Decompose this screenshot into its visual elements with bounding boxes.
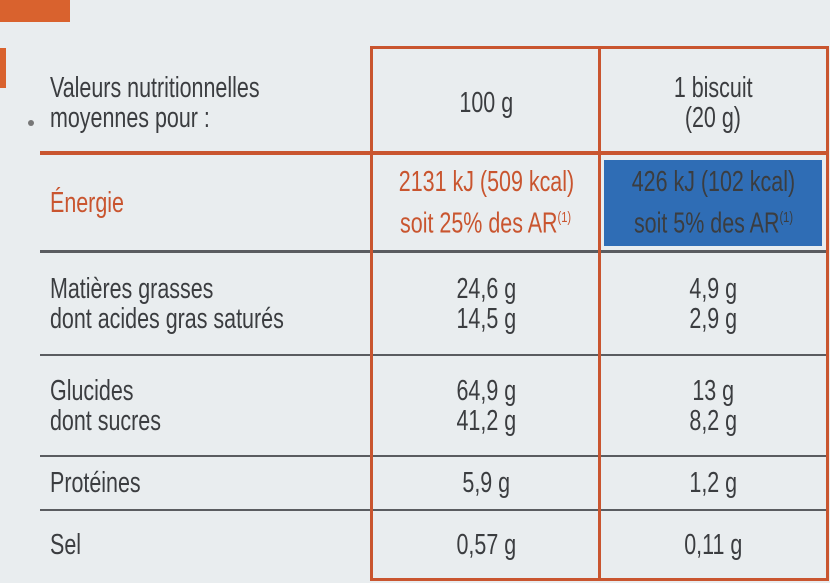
- value: 5,9 g: [462, 467, 510, 499]
- value: 2,9 g: [689, 302, 737, 335]
- border: [40, 354, 828, 356]
- bullet: [28, 120, 34, 126]
- cell: Valeurs nutritionnelles moyennes pour :: [50, 55, 365, 150]
- cell: Glucides dont sucres: [50, 356, 365, 455]
- border: [40, 151, 828, 155]
- cell: 1 biscuit (20 g): [604, 55, 822, 150]
- cell: 100 g: [376, 55, 596, 150]
- cell: Protéines: [50, 457, 365, 509]
- border: [40, 455, 828, 457]
- energy-value: 426 kJ (102 kcal): [631, 166, 795, 199]
- cell: 426 kJ (102 kcal) soit 5% des AR(1): [604, 157, 822, 249]
- border: [598, 46, 601, 581]
- value: 41,2 g: [456, 404, 516, 437]
- row-label: Protéines: [50, 467, 141, 499]
- row-label: dont acides gras saturés: [50, 302, 284, 335]
- energy-share: soit 25% des AR(1): [400, 207, 572, 240]
- value: 0,11 g: [683, 528, 743, 561]
- row-label: Glucides: [50, 374, 134, 407]
- value: 0,57 g: [456, 528, 516, 561]
- footnote-ref: (1): [778, 209, 793, 227]
- cell: 24,6 g 14,5 g: [376, 253, 596, 354]
- cell: 13 g 8,2 g: [604, 356, 822, 455]
- cell: 1,2 g: [604, 457, 822, 509]
- cell: 4,9 g 2,9 g: [604, 253, 822, 354]
- cell: 2131 kJ (509 kcal) soit 25% des AR(1): [376, 157, 596, 249]
- header-text: (20 g): [684, 101, 742, 134]
- row-label: Sel: [50, 528, 82, 561]
- value: 13 g: [692, 374, 734, 407]
- value: 1,2 g: [689, 467, 737, 499]
- value: 14,5 g: [456, 302, 516, 335]
- row-label: Matières grasses: [50, 272, 214, 305]
- row-label: Énergie: [50, 186, 124, 219]
- cell: Énergie: [50, 155, 365, 250]
- footnote-ref: (1): [557, 209, 572, 227]
- cell: 0,57 g: [376, 511, 596, 578]
- header-text: 1 biscuit: [673, 71, 753, 104]
- energy-share: soit 5% des AR(1): [633, 207, 793, 240]
- border: [826, 46, 829, 581]
- cell: 64,9 g 41,2 g: [376, 356, 596, 455]
- cell: 0,11 g: [604, 511, 822, 578]
- value: 64,9 g: [456, 374, 516, 407]
- brand-tab: [0, 0, 70, 22]
- border: [40, 250, 828, 253]
- cell: Matières grasses dont acides gras saturés: [50, 253, 365, 354]
- cell: 5,9 g: [376, 457, 596, 509]
- header-text: 100 g: [459, 86, 513, 119]
- border: [370, 46, 373, 581]
- border: [40, 509, 828, 511]
- header-text: moyennes pour :: [50, 101, 210, 134]
- row-label: dont sucres: [50, 404, 161, 437]
- header-text: Valeurs nutritionnelles: [50, 71, 260, 104]
- value: 4,9 g: [689, 272, 737, 305]
- highlight: [604, 160, 822, 246]
- value: 24,6 g: [456, 272, 516, 305]
- value: 8,2 g: [689, 404, 737, 437]
- cell: Sel: [50, 511, 365, 578]
- brand-edge: [0, 48, 6, 88]
- energy-value: 2131 kJ (509 kcal): [398, 166, 574, 199]
